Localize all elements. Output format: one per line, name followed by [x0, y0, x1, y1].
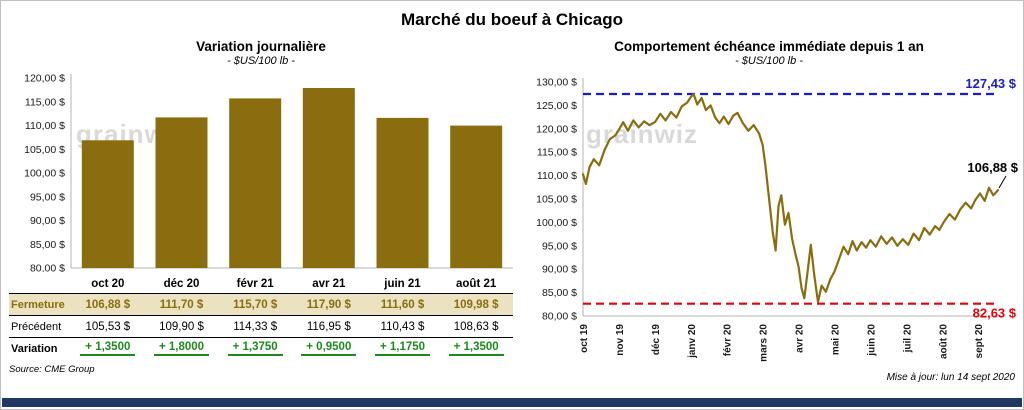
ref-high-label: 127,43 $	[965, 76, 1016, 91]
svg-text:90,00 $: 90,00 $	[542, 264, 577, 276]
svg-text:juin 20: juin 20	[866, 324, 877, 357]
source-note: Source: CME Group	[9, 364, 95, 375]
svg-text:110,00 $: 110,00 $	[537, 170, 577, 182]
bar-chart-subtitle: - $US/100 lb -	[227, 55, 295, 67]
precedent-value: 105,53 $	[71, 316, 145, 338]
variation-value: + 1,8000	[145, 338, 219, 359]
table-corner	[9, 274, 71, 294]
svg-text:mai 20: mai 20	[831, 324, 842, 356]
bar-chart-title: Variation journalière	[196, 39, 326, 54]
line-chart-title: Comportement échéance immédiate depuis 1…	[614, 39, 924, 54]
precedent-value: 116,95 $	[291, 316, 366, 338]
svg-text:115,00 $: 115,00 $	[537, 147, 577, 159]
price-table: oct 20 déc 20 févr 21 avr 21 juin 21 aoû…	[9, 274, 513, 359]
last-price-label: 106,88 $	[967, 160, 1018, 175]
svg-text:avr 20: avr 20	[795, 324, 806, 353]
svg-text:mars 20: mars 20	[759, 324, 770, 362]
precedent-value: 110,43 $	[365, 316, 440, 338]
fermeture-value: 111,60 $	[365, 294, 440, 316]
month-header: août 21	[439, 274, 513, 294]
daily-variation-panel: grainwiz Variation journalière - $US/100…	[9, 39, 513, 375]
variation-value: + 1,3750	[218, 338, 292, 359]
precedent-value: 109,90 $	[144, 316, 219, 338]
svg-text:110,00 $: 110,00 $	[25, 120, 65, 132]
fermeture-value: 117,90 $	[291, 294, 366, 316]
svg-text:85,00 $: 85,00 $	[542, 287, 577, 299]
svg-text:sept 20: sept 20	[974, 324, 985, 359]
precedent-value: 114,33 $	[218, 316, 292, 338]
svg-text:nov 19: nov 19	[615, 324, 626, 356]
variation-value: + 1,1750	[366, 338, 440, 359]
month-header: févr 21	[218, 274, 292, 294]
month-header: avr 21	[291, 274, 366, 294]
svg-text:105,00 $: 105,00 $	[24, 144, 65, 156]
svg-text:août 20: août 20	[938, 324, 949, 359]
svg-text:115,00 $: 115,00 $	[25, 96, 65, 108]
updated-note: Mise à jour: lun 14 sept 2020	[886, 372, 1015, 383]
month-header: déc 20	[144, 274, 219, 294]
svg-text:80,00 $: 80,00 $	[30, 263, 65, 273]
fermeture-value: 115,70 $	[218, 294, 292, 316]
immediate-maturity-panel: grainwiz Comportement échéance immédiate…	[519, 39, 1019, 383]
fermeture-value: 106,88 $	[71, 294, 145, 316]
variation-value: + 0,9500	[292, 338, 366, 359]
svg-text:105,00 $: 105,00 $	[536, 194, 577, 206]
row-label-precedent: Précédent	[9, 316, 71, 338]
ref-low-label: 82,63 $	[973, 306, 1017, 321]
svg-text:95,00 $: 95,00 $	[542, 240, 577, 252]
immediate-maturity-line-chart: 130,00 $ 125,00 $ 120,00 $ 115,00 $ 110,00 $…	[536, 76, 1019, 362]
svg-text:90,00 $: 90,00 $	[30, 215, 65, 227]
svg-text:déc 19: déc 19	[651, 324, 662, 356]
variation-value: + 1,3500	[71, 338, 145, 359]
svg-text:130,00 $: 130,00 $	[536, 77, 577, 89]
fermeture-value: 109,98 $	[439, 294, 513, 316]
month-header: oct 20	[71, 274, 145, 294]
svg-text:févr 20: févr 20	[723, 324, 734, 357]
page-title: Marché du boeuf à Chicago	[401, 10, 623, 29]
row-label-variation: Variation	[11, 342, 58, 355]
svg-text:85,00 $: 85,00 $	[30, 239, 65, 251]
svg-text:95,00 $: 95,00 $	[30, 191, 65, 203]
svg-text:80,00 $: 80,00 $	[542, 311, 577, 323]
svg-text:janv 20: janv 20	[687, 324, 698, 359]
footer-accent-bar	[2, 398, 1022, 407]
svg-text:juil 20: juil 20	[902, 324, 913, 354]
row-label-fermeture: Fermeture	[9, 294, 71, 316]
svg-text:100,00 $: 100,00 $	[536, 217, 577, 229]
svg-text:125,00 $: 125,00 $	[536, 100, 577, 112]
svg-text:100,00 $: 100,00 $	[24, 168, 65, 180]
variation-value: + 1,3500	[439, 338, 513, 359]
svg-text:120,00 $: 120,00 $	[536, 123, 577, 135]
month-header: juin 21	[365, 274, 440, 294]
daily-variation-bar-chart: 120,00 $ 115,00 $ 110,00 $ 105,00 $ 100,00 $…	[24, 73, 513, 273]
precedent-value: 108,63 $	[439, 316, 513, 338]
fermeture-value: 111,70 $	[144, 294, 219, 316]
svg-text:120,00 $: 120,00 $	[24, 73, 65, 85]
line-chart-subtitle: - $US/100 lb -	[735, 55, 803, 67]
svg-text:oct 19: oct 19	[579, 324, 590, 353]
